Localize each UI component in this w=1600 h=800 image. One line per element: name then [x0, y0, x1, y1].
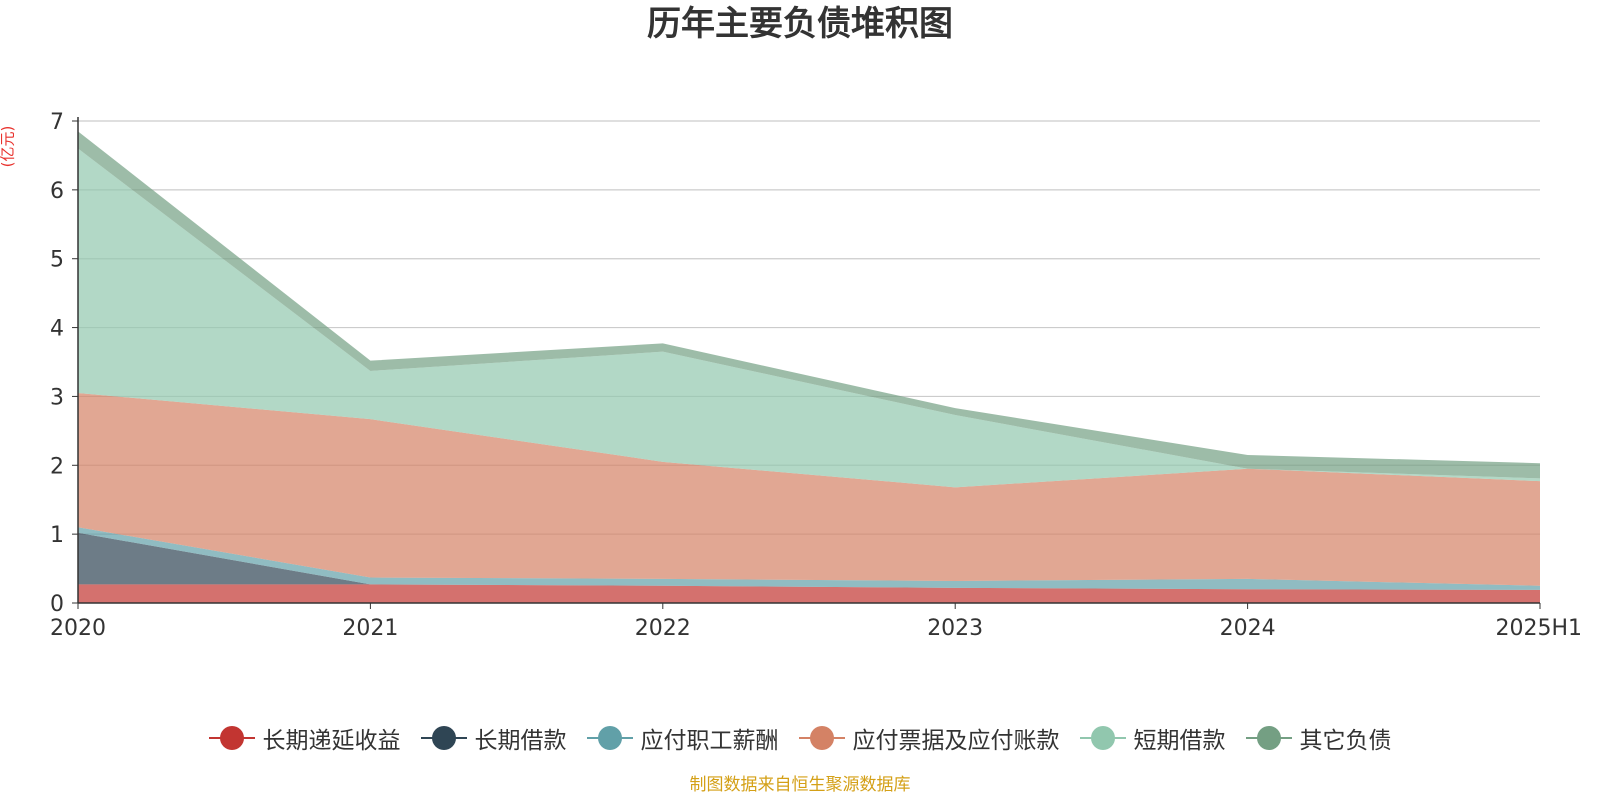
area-series-0	[78, 584, 1540, 603]
legend-marker-icon	[208, 723, 255, 753]
legend-item[interactable]: 短期借款	[1079, 721, 1226, 755]
x-tick-labels: 2020 2021 2022 2023 2024 2025H1	[50, 616, 1582, 641]
legend-item[interactable]: 长期借款	[420, 721, 567, 755]
y-tick-label: 4	[50, 317, 64, 342]
x-tick-label: 2022	[635, 616, 691, 641]
y-tick-label: 1	[50, 523, 64, 548]
legend-marker-icon	[420, 723, 467, 753]
legend-label: 短期借款	[1133, 728, 1226, 754]
area-series-4	[78, 148, 1540, 488]
y-tick-label: 0	[50, 592, 64, 617]
legend: 长期递延收益 长期借款 应付职工薪酬 应付票据及应付账款 短期借款 其它负债	[0, 720, 1600, 756]
legend-label: 应付职工薪酬	[640, 728, 779, 754]
legend-label: 长期递延收益	[262, 728, 401, 754]
x-tick-label: 2023	[927, 616, 983, 641]
axes	[72, 117, 1541, 609]
area-series-2	[78, 527, 1540, 590]
chart-title: 历年主要负债堆积图	[647, 4, 953, 44]
area-series-1	[78, 532, 1540, 590]
legend-item[interactable]: 应付职工薪酬	[586, 721, 779, 755]
legend-label: 长期借款	[474, 728, 567, 754]
x-tick-label: 2020	[50, 616, 106, 641]
legend-marker-icon	[586, 723, 633, 753]
y-tick-label: 5	[50, 248, 64, 273]
legend-item[interactable]: 应付票据及应付账款	[798, 721, 1060, 755]
y-tick-label: 3	[50, 385, 64, 410]
x-tick-label: 2021	[342, 616, 398, 641]
y-tick-labels: 0 1 2 3 4 5 6 7	[50, 110, 64, 617]
y-tick-label: 2	[50, 454, 64, 479]
area-series	[78, 131, 1540, 603]
source-note: 制图数据来自恒生聚源数据库	[689, 775, 911, 795]
legend-marker-icon	[1245, 723, 1292, 753]
legend-marker-icon	[1079, 723, 1126, 753]
area-series-3	[78, 392, 1540, 586]
legend-item[interactable]: 其它负债	[1245, 721, 1392, 755]
legend-marker-icon	[798, 723, 845, 753]
legend-label: 应付票据及应付账款	[852, 728, 1060, 754]
y-tick-label: 6	[50, 179, 64, 204]
x-tick-label: 2025H1	[1495, 616, 1582, 641]
y-tick-label: 7	[50, 110, 64, 135]
legend-item[interactable]: 长期递延收益	[208, 721, 401, 755]
legend-label: 其它负债	[1299, 728, 1392, 754]
x-tick-label: 2024	[1220, 616, 1276, 641]
